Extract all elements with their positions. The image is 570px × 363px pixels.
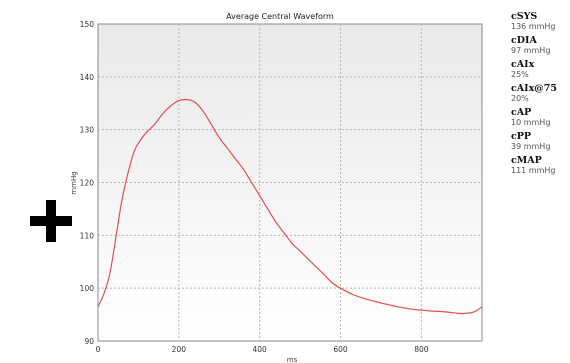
metric-name: cSYS bbox=[511, 11, 538, 22]
x-axis-label: ms bbox=[287, 356, 298, 363]
chart-title: Average Central Waveform bbox=[226, 12, 334, 21]
metric-cap: cAP 10 mmHg bbox=[511, 108, 569, 128]
waveform-chart: 0 200 400 600 800 90 100 110 120 130 140 150 Averag… bbox=[70, 12, 483, 363]
metric-name: cDIA bbox=[511, 35, 537, 46]
gridlines bbox=[98, 24, 482, 341]
tick-labels: 0 200 400 600 800 90 100 110 120 130 140 150 bbox=[80, 20, 429, 354]
x-tick-label: 0 bbox=[96, 345, 101, 354]
metric-value: 39 mmHg bbox=[511, 142, 551, 151]
metric-cmap: cMAP 111 mmHg bbox=[511, 156, 569, 176]
metric-name: cMAP bbox=[511, 155, 542, 166]
metric-name: cAP bbox=[511, 107, 532, 118]
y-tick-label: 90 bbox=[84, 337, 94, 346]
metric-name: cAIx bbox=[511, 59, 535, 70]
waveform-line bbox=[97, 98, 483, 315]
y-tick-label: 110 bbox=[80, 231, 95, 240]
metrics-panel: cSYS 136 mmHg cDIA 97 mmHg cAIx 25% cAIx… bbox=[511, 12, 569, 180]
x-tick-label: 400 bbox=[253, 345, 268, 354]
metric-value: 25% bbox=[511, 70, 529, 79]
x-tick-label: 800 bbox=[414, 345, 429, 354]
metric-value: 97 mmHg bbox=[511, 46, 551, 55]
metric-caix: cAIx 25% bbox=[511, 60, 569, 80]
metric-name: cPP bbox=[511, 131, 532, 142]
plus-icon[interactable] bbox=[26, 196, 76, 246]
metric-value: 111 mmHg bbox=[511, 166, 556, 175]
x-tick-label: 600 bbox=[333, 345, 348, 354]
metric-value: 136 mmHg bbox=[511, 22, 556, 31]
y-axis-label: mmHg bbox=[70, 171, 78, 194]
metric-value: 10 mmHg bbox=[511, 118, 551, 127]
y-tick-label: 140 bbox=[80, 73, 95, 82]
x-tick-label: 200 bbox=[172, 345, 187, 354]
y-tick-label: 100 bbox=[80, 284, 95, 293]
metric-cdia: cDIA 97 mmHg bbox=[511, 36, 569, 56]
metric-caix75: cAIx@75 20% bbox=[511, 84, 569, 104]
metric-value: 20% bbox=[511, 94, 529, 103]
y-tick-label: 120 bbox=[80, 179, 95, 188]
metric-name: cAIx@75 bbox=[511, 83, 557, 94]
metric-csys: cSYS 136 mmHg bbox=[511, 12, 569, 32]
metric-cpp: cPP 39 mmHg bbox=[511, 132, 569, 152]
y-tick-label: 130 bbox=[80, 126, 95, 135]
y-tick-label: 150 bbox=[80, 20, 95, 29]
